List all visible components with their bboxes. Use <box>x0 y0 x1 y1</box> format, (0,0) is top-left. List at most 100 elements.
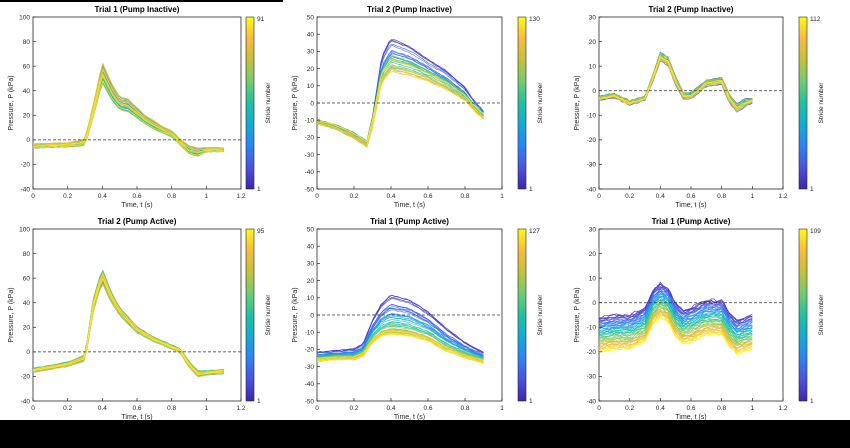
stride-line <box>599 288 753 327</box>
stride-line <box>599 307 753 345</box>
y-tick-label: 0 <box>310 100 314 107</box>
x-tick-label: 0.4 <box>386 193 395 200</box>
chart-title: Trial 1 (Pump Active) <box>370 217 449 226</box>
y-tick-label: 30 <box>307 261 315 268</box>
y-tick-label: 0 <box>26 137 30 144</box>
y-tick-label: 80 <box>23 251 31 258</box>
y-tick-label: 40 <box>307 244 315 251</box>
x-tick-label: 0.6 <box>132 193 141 200</box>
x-tick-label: 0.8 <box>167 193 176 200</box>
x-tick-label: 0.4 <box>98 193 107 200</box>
x-tick-label: 1 <box>500 405 504 412</box>
series-group <box>317 38 484 148</box>
x-tick-label: 0 <box>597 405 601 412</box>
stride-line <box>317 309 484 356</box>
y-tick-label: -30 <box>305 364 315 371</box>
colorbar <box>517 228 527 402</box>
figure-canvas: Trial 1 (Pump Inactive) 0 0.2 0.4 0.6 0.8 1 1.2… <box>8 5 825 420</box>
stride-line <box>599 315 753 356</box>
x-tick-label: 1 <box>751 193 755 200</box>
y-tick-label: -10 <box>587 325 597 332</box>
y-axis-label: Pressure, P (kPa) <box>574 287 581 342</box>
stride-line <box>317 318 484 358</box>
x-tick-label: 0.8 <box>460 405 469 412</box>
y-tick-label: 10 <box>307 295 315 302</box>
stride-line <box>317 306 484 355</box>
colorbar-label: Stride number <box>818 82 825 124</box>
colorbar <box>798 16 808 190</box>
colorbar <box>245 228 255 402</box>
stride-line <box>33 277 224 375</box>
stride-line <box>599 293 753 331</box>
x-tick-label: 0.8 <box>717 193 726 200</box>
x-tick-label: 0.2 <box>63 193 72 200</box>
x-tick-label: 0.6 <box>686 405 695 412</box>
y-tick-label: 0 <box>592 88 596 95</box>
stride-line <box>317 71 484 147</box>
y-tick-label: 20 <box>307 66 315 73</box>
y-tick-label: 10 <box>307 83 315 90</box>
y-tick-label: 20 <box>307 278 315 285</box>
stride-line <box>599 296 753 335</box>
colorbar <box>798 228 808 402</box>
y-tick-label: 30 <box>589 14 597 21</box>
colorbar-label: Stride number <box>537 82 544 124</box>
stride-line <box>317 321 484 359</box>
x-tick-label: 0.2 <box>349 405 358 412</box>
x-tick-label: 0 <box>315 193 319 200</box>
stride-line <box>599 56 753 109</box>
stride-line <box>317 313 484 357</box>
x-tick-label: 0.8 <box>167 405 176 412</box>
y-tick-label: -40 <box>587 398 597 405</box>
chart-panel-6: Trial 1 (Pump Active) 0 0.2 0.4 0.6 0.8 1 1.2 -4… <box>574 217 825 420</box>
y-tick-label: 100 <box>19 226 30 233</box>
x-tick-label: 1.2 <box>778 193 787 200</box>
x-axis-label: Time, t (s) <box>121 202 152 209</box>
stride-line <box>599 308 753 345</box>
stride-line <box>33 283 224 378</box>
stride-line <box>317 65 484 145</box>
stride-line <box>33 82 224 157</box>
y-tick-label: 0 <box>592 300 596 307</box>
series-group <box>599 281 753 356</box>
y-tick-label: 10 <box>589 275 597 282</box>
y-tick-label: -30 <box>305 152 315 159</box>
stride-line <box>599 314 753 351</box>
x-tick-label: 0.6 <box>686 193 695 200</box>
series-group <box>33 269 224 378</box>
stride-line <box>33 62 224 149</box>
y-tick-label: 20 <box>589 39 597 46</box>
x-tick-label: 0.2 <box>625 405 634 412</box>
x-axis-label: Time, t (s) <box>675 414 706 420</box>
stride-line <box>599 306 753 344</box>
colorbar <box>245 16 255 190</box>
y-axis-label: Pressure, P (kPa) <box>292 287 299 342</box>
stride-line <box>33 274 224 374</box>
stride-line <box>599 290 753 330</box>
y-tick-label: 80 <box>23 39 31 46</box>
stride-line <box>317 44 484 143</box>
stride-line <box>317 297 484 354</box>
x-tick-label: 0.6 <box>423 193 432 200</box>
y-tick-label: -10 <box>305 330 315 337</box>
x-tick-label: 0 <box>31 193 35 200</box>
x-tick-label: 1 <box>205 405 209 412</box>
x-axis-label: Time, t (s) <box>121 414 152 420</box>
x-tick-label: 0.8 <box>460 193 469 200</box>
colorbar-min-label: 1 <box>257 398 261 405</box>
y-tick-label: 40 <box>23 88 31 95</box>
plot-area <box>32 228 242 402</box>
colorbar <box>517 16 527 190</box>
top-rule <box>0 0 283 2</box>
y-tick-label: -40 <box>305 381 315 388</box>
stride-line <box>33 75 224 154</box>
x-tick-label: 1 <box>751 405 755 412</box>
y-tick-label: 30 <box>307 49 315 56</box>
colorbar-label: Stride number <box>265 294 272 336</box>
y-tick-label: 0 <box>310 312 314 319</box>
y-axis-label: Pressure, P (kPa) <box>8 75 15 130</box>
x-tick-label: 0.6 <box>423 405 432 412</box>
colorbar-min-label: 1 <box>810 186 814 193</box>
x-tick-label: 0.8 <box>717 405 726 412</box>
